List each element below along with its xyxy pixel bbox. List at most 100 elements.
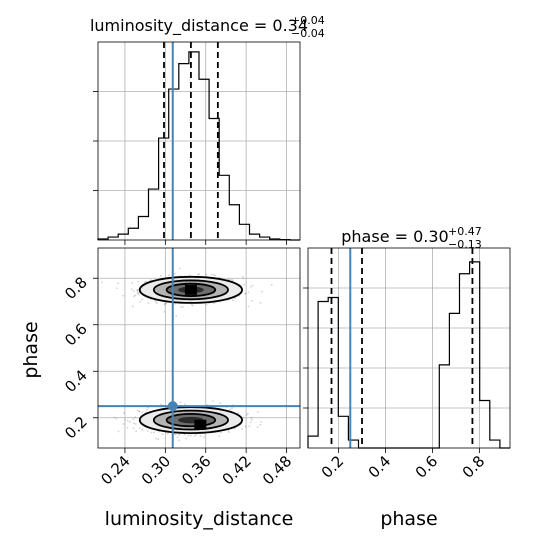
title-minus-error: −0.04 <box>291 27 325 40</box>
sample-point <box>136 409 139 412</box>
sample-point <box>214 274 217 277</box>
sample-point <box>138 410 141 412</box>
sample-point <box>130 288 133 291</box>
sample-point <box>182 306 184 308</box>
sample-point <box>128 420 131 423</box>
x-axis-label-phase: phase <box>380 508 437 530</box>
peak-marker <box>184 284 197 295</box>
sample-point <box>145 280 148 283</box>
sample-point <box>178 433 181 436</box>
sample-point <box>259 301 262 304</box>
sample-point <box>141 411 144 414</box>
sample-point <box>212 273 215 276</box>
sample-point <box>141 298 144 301</box>
sample-point <box>251 299 253 302</box>
sample-point <box>231 279 234 282</box>
sample-point <box>213 302 215 305</box>
sample-point <box>174 433 177 436</box>
y-tick-label: 0.6 <box>61 320 91 350</box>
contour-line <box>165 413 217 428</box>
sample-point <box>136 288 139 291</box>
sample-point <box>270 283 273 286</box>
sample-point <box>135 430 138 433</box>
sample-point <box>245 414 248 416</box>
sample-point <box>242 277 245 280</box>
sample-point <box>244 426 247 428</box>
title-phase: phase = 0.30 <box>341 227 448 246</box>
sample-point <box>195 433 197 436</box>
sample-point <box>237 412 240 414</box>
sample-point <box>132 418 135 421</box>
sample-point <box>245 425 247 428</box>
sample-point <box>122 294 125 297</box>
sample-point <box>133 295 136 298</box>
sample-point <box>163 304 166 306</box>
sample-point <box>134 416 137 419</box>
sample-point <box>248 425 251 428</box>
sample-point <box>250 416 253 419</box>
sample-point <box>188 274 191 276</box>
sample-point <box>228 431 230 433</box>
contour-line <box>165 282 217 297</box>
x-tick-label: 0.48 <box>259 452 295 488</box>
sample-point <box>189 434 192 437</box>
sample-point <box>183 433 186 436</box>
sample-point <box>244 293 247 295</box>
sample-point <box>178 267 181 270</box>
sample-point <box>132 305 134 308</box>
sample-point <box>117 282 119 285</box>
sample-point <box>137 292 140 295</box>
sample-point <box>176 436 179 438</box>
sample-point <box>115 417 118 420</box>
sample-point <box>185 437 188 440</box>
y-tick-label: 0.2 <box>61 413 91 443</box>
x-tick-label: 0.24 <box>97 452 133 488</box>
sample-point <box>132 290 135 293</box>
x-tick-label: 0.36 <box>178 452 214 488</box>
sample-point <box>187 434 190 437</box>
sample-point <box>231 407 233 410</box>
peak-markers <box>184 284 207 430</box>
sample-point <box>191 304 194 307</box>
sample-point <box>144 281 146 284</box>
ticks <box>93 91 287 245</box>
sample-point <box>205 273 208 276</box>
sample-point <box>212 400 214 402</box>
sample-point <box>180 306 182 308</box>
sample-point <box>131 282 134 284</box>
sample-point <box>256 426 259 428</box>
sample-point <box>166 433 169 435</box>
sample-point <box>137 293 140 296</box>
sample-point <box>218 276 221 279</box>
sample-point <box>154 300 157 303</box>
sample-point <box>241 275 244 278</box>
peak-marker <box>194 419 207 430</box>
x-tick-label: 0.4 <box>365 452 395 482</box>
sample-point <box>134 294 137 297</box>
sample-point <box>132 427 135 430</box>
sample-point <box>153 431 155 434</box>
y-axis-label-phase: phase <box>20 321 42 378</box>
sample-point <box>198 273 200 275</box>
sample-point <box>230 278 233 281</box>
sample-point <box>173 272 176 275</box>
title-plus-error: +0.04 <box>291 14 325 27</box>
sample-point <box>159 274 162 277</box>
sample-point <box>242 416 245 419</box>
x-axis-label-luminosity-distance: luminosity_distance <box>105 508 294 530</box>
sample-point <box>147 302 150 305</box>
sample-point <box>178 439 181 442</box>
sample-point <box>179 401 182 404</box>
sample-point <box>117 430 120 433</box>
sample-point <box>113 416 116 419</box>
panel-phase-hist: 0.2 0.4 0.6 0.8 phase = 0.30 +0.47 −0.13 ph… <box>303 225 511 530</box>
sample-point <box>227 429 230 432</box>
sample-point <box>210 273 213 276</box>
truth-point <box>167 401 178 412</box>
sample-point <box>160 403 163 406</box>
sample-point <box>124 418 126 421</box>
sample-point <box>137 280 140 283</box>
sample-point <box>243 283 246 286</box>
x-tick-label: 0.42 <box>219 452 255 488</box>
